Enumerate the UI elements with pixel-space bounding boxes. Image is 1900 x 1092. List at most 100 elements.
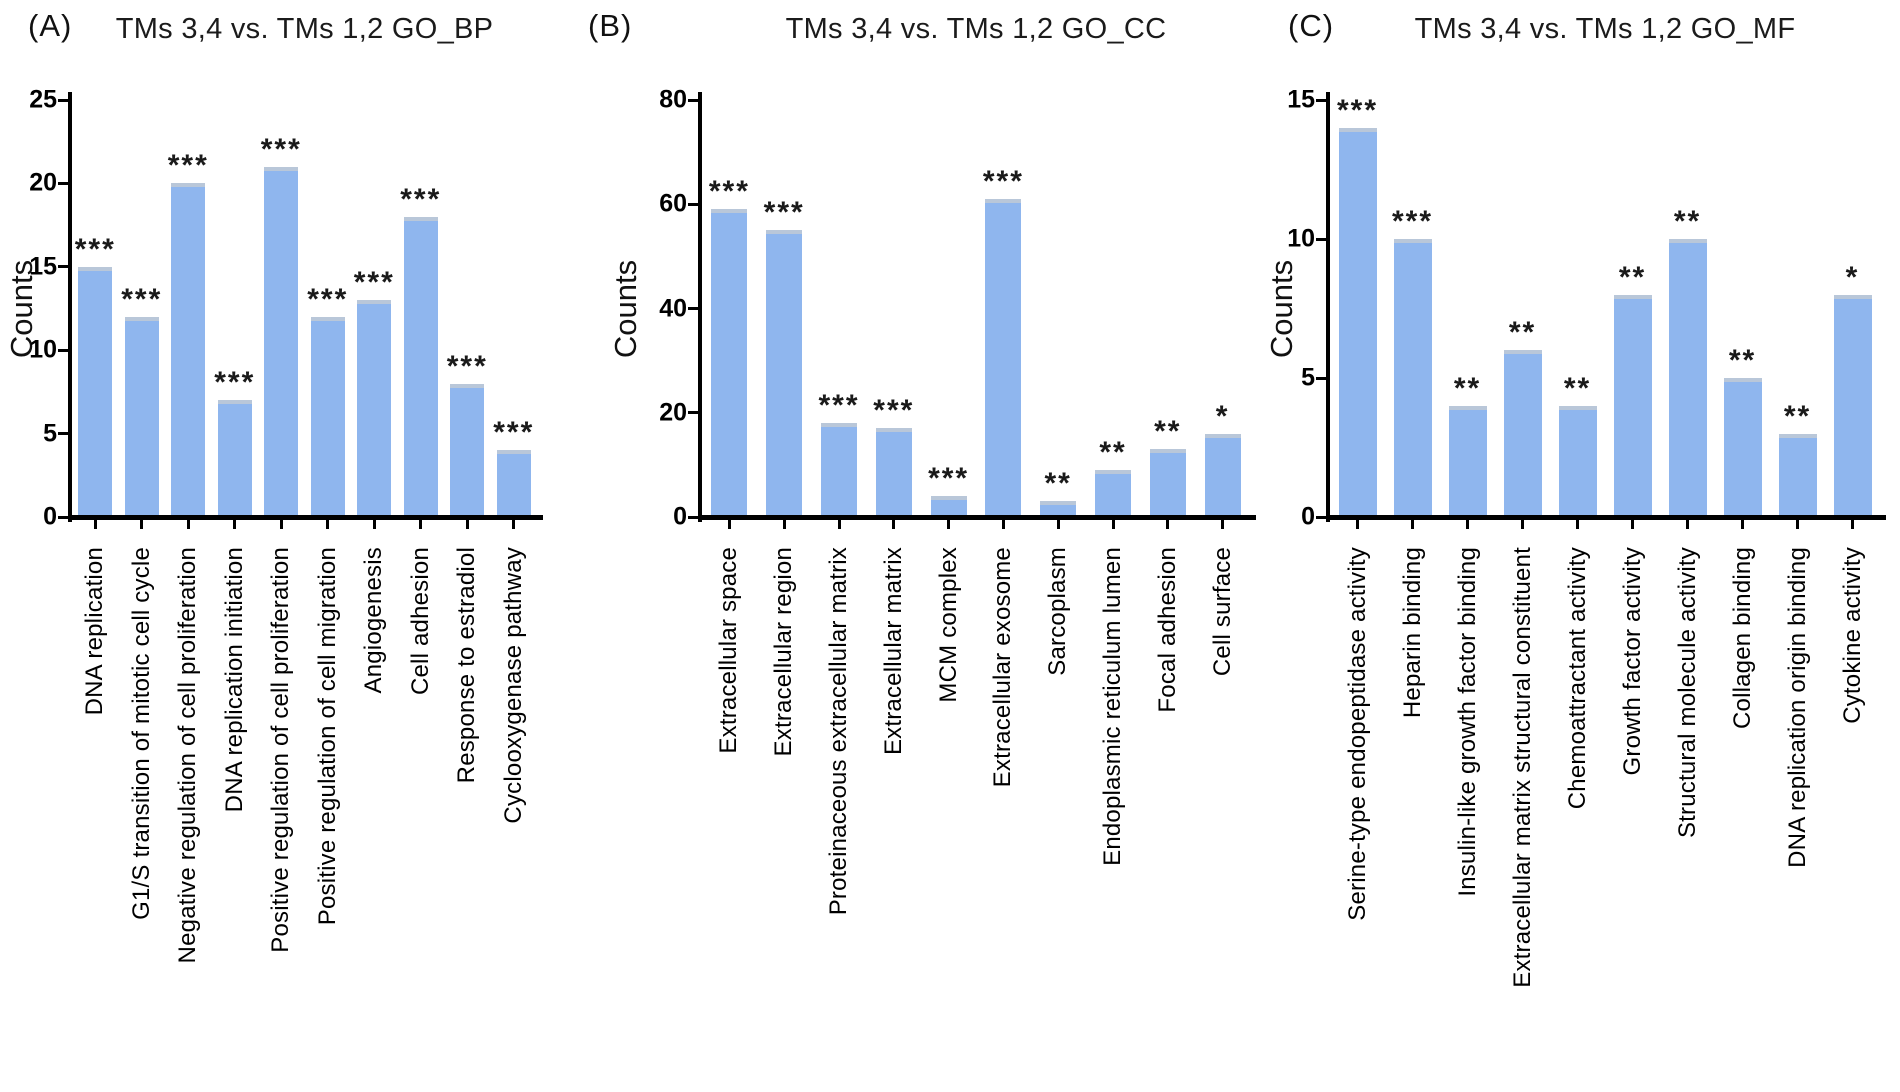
x-tick-mark <box>1001 520 1005 529</box>
bar <box>875 428 912 517</box>
x-tick-mark <box>782 520 786 529</box>
x-tick-mark <box>1111 520 1115 529</box>
x-tick-label: Heparin binding <box>1398 547 1426 719</box>
significance-stars: *** <box>400 182 442 216</box>
x-tick-mark <box>892 520 896 529</box>
y-tick-label: 10 <box>29 335 57 364</box>
x-axis-line <box>1326 515 1886 520</box>
bar <box>217 400 252 517</box>
significance-stars: *** <box>74 232 116 266</box>
significance-stars: * <box>1845 260 1860 294</box>
y-tick-label: 15 <box>1287 85 1315 114</box>
significance-stars: *** <box>1391 205 1434 238</box>
x-tick-mark <box>1521 520 1524 529</box>
bar <box>264 166 299 517</box>
y-tick-mark <box>1316 98 1326 102</box>
bar <box>1558 405 1597 517</box>
x-tick-mark <box>279 520 283 529</box>
panel-tag-b: (B) <box>588 8 633 43</box>
bar <box>403 216 438 517</box>
panel-go-bp: (A) TMs 3,4 vs. TMs 1,2 GO_BP Counts 0 5 10… <box>0 0 560 1092</box>
y-tick-label: 15 <box>29 252 57 281</box>
panel-title-go-mf: TMs 3,4 vs. TMs 1,2 GO_MF <box>1414 13 1796 45</box>
x-tick-mark <box>326 520 330 529</box>
significance-stars: ** <box>1453 371 1482 405</box>
y-tick-mark <box>58 181 68 185</box>
x-tick-label: Cell adhesion <box>406 547 434 696</box>
x-tick-label: DNA replication <box>81 547 109 716</box>
x-tick-mark <box>186 520 190 529</box>
y-tick-mark <box>1316 376 1326 380</box>
x-tick-label: DNA replication origin binding <box>1783 547 1811 868</box>
significance-stars: *** <box>873 394 915 428</box>
y-axis-line <box>68 92 72 522</box>
x-tick-label: Growth factor activity <box>1618 547 1646 776</box>
bar-chart-go-cc: Counts 0 20 40 60 80 *** Extracellular space ***… <box>560 0 1260 1092</box>
y-tick-label: 80 <box>659 85 687 114</box>
x-tick-label: Extracellular space <box>715 547 743 754</box>
significance-stars: * <box>1215 399 1230 433</box>
y-tick-mark <box>688 515 698 519</box>
x-tick-label: Structural molecule activity <box>1673 547 1701 839</box>
x-tick-mark <box>372 520 376 529</box>
x-tick-mark <box>1576 520 1579 529</box>
x-tick-label: Positive regulation of cell migration <box>313 547 341 926</box>
y-axis-line <box>698 92 702 522</box>
bar <box>1778 433 1817 517</box>
y-tick-mark <box>58 348 68 352</box>
y-axis-line <box>1326 92 1330 522</box>
bar <box>357 300 392 517</box>
x-tick-label: Serine-type endopeptidase activity <box>1343 547 1371 921</box>
significance-stars: ** <box>1618 260 1647 294</box>
bar <box>1448 405 1487 517</box>
x-tick-mark <box>140 520 144 529</box>
y-tick-mark <box>58 515 68 519</box>
significance-stars: ** <box>1563 371 1592 405</box>
bar-chart-go-bp: Counts 0 5 10 15 20 25 *** DNA replication *** G1/… <box>0 0 560 1092</box>
bar <box>124 316 159 517</box>
y-tick-label: 20 <box>29 168 57 197</box>
y-tick-mark <box>58 98 68 102</box>
significance-stars: *** <box>167 149 209 183</box>
x-tick-mark <box>1356 520 1359 529</box>
x-tick-mark <box>1741 520 1744 529</box>
x-tick-mark <box>1166 520 1170 529</box>
x-tick-label: Angiogenesis <box>360 547 388 694</box>
y-tick-label: 0 <box>43 502 57 531</box>
x-tick-label: Response to estradiol <box>453 547 481 784</box>
bar <box>1040 501 1077 517</box>
x-tick-mark <box>93 520 97 529</box>
x-tick-label: Insulin-like growth factor binding <box>1453 547 1481 897</box>
x-axis-line <box>698 515 1256 520</box>
x-tick-label: Cytokine activity <box>1838 547 1866 724</box>
bar <box>1393 239 1432 517</box>
significance-stars: ** <box>1728 344 1757 377</box>
y-tick-mark <box>688 202 698 206</box>
bar <box>1095 470 1131 517</box>
y-tick-label: 5 <box>1301 363 1315 392</box>
significance-stars: *** <box>1336 93 1379 127</box>
y-tick-mark <box>688 411 698 415</box>
x-tick-label: Extracellular exosome <box>989 547 1017 788</box>
x-tick-mark <box>1851 520 1854 529</box>
x-tick-mark <box>233 520 237 529</box>
x-tick-mark <box>465 520 469 529</box>
x-tick-mark <box>727 520 731 529</box>
panel-go-mf: (C) TMs 3,4 vs. TMs 1,2 GO_MF Counts 0 5 10… <box>1260 0 1900 1092</box>
x-tick-label: Focal adhesion <box>1153 547 1181 713</box>
bar <box>1723 378 1762 517</box>
x-tick-label: Negative regulation of cell proliferatio… <box>174 547 202 964</box>
panel-title-go-cc: TMs 3,4 vs. TMs 1,2 GO_CC <box>785 13 1167 45</box>
bar <box>496 450 531 517</box>
x-tick-label: Sarcoplasm <box>1044 547 1072 676</box>
significance-stars: *** <box>928 462 970 496</box>
x-tick-mark <box>1466 520 1469 529</box>
x-tick-label: Proteinaceous extracellular matrix <box>825 547 852 916</box>
y-tick-mark <box>1316 237 1326 241</box>
y-tick-label: 60 <box>659 189 687 218</box>
significance-stars: ** <box>1508 316 1537 350</box>
y-tick-mark <box>58 432 68 436</box>
significance-stars: ** <box>1154 415 1182 449</box>
bar <box>930 496 967 517</box>
panel-tag-a: (A) <box>28 8 73 43</box>
